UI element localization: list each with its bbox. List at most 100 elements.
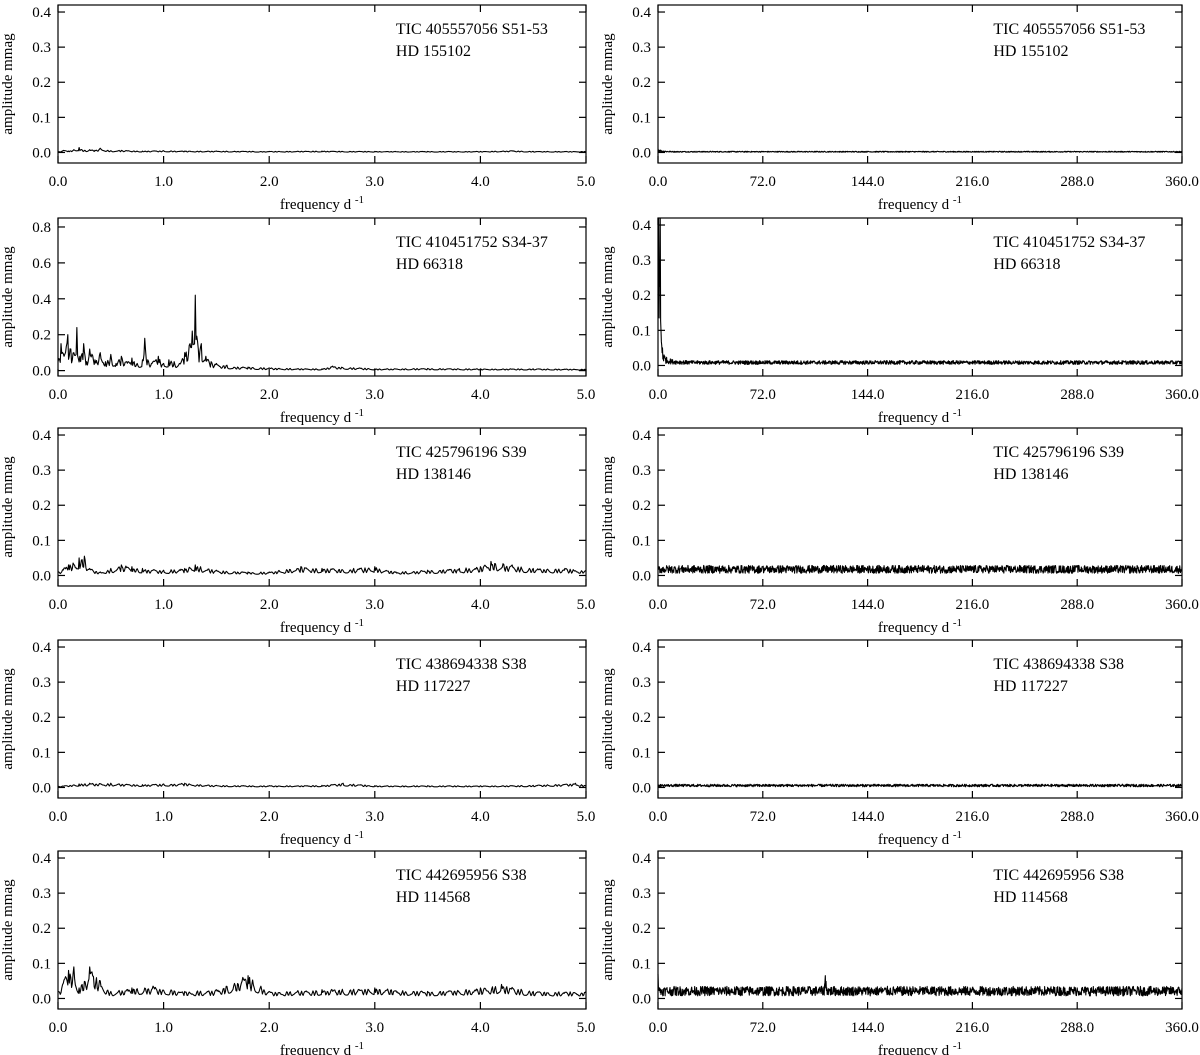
x-tick-label: 288.0 [1060,387,1094,403]
plot-frame [57,217,587,377]
x-tick-label: 0.0 [49,809,68,825]
plot-frame [57,427,587,587]
amplitude-spectrum-line [57,782,587,788]
x-tick-label: 216.0 [956,174,990,190]
x-axis-label: frequency d -1 [280,1040,364,1055]
y-tick-label: 0.0 [32,145,51,161]
x-tick-label: 72.0 [750,1020,776,1036]
y-tick-label: 0.6 [32,256,51,272]
x-tick-label: 216.0 [956,809,990,825]
x-axis-label-text: frequency d [280,832,355,848]
y-tick-label: 0.1 [632,956,651,972]
plot-frame [57,639,587,799]
x-tick-label: 0.0 [49,597,68,613]
plot-frame [657,427,1183,587]
amplitude-spectrum-line [57,966,587,997]
plot-frame [657,850,1183,1010]
plot-frame [57,4,587,164]
y-tick-label: 0.0 [32,991,51,1007]
chart-panel-6: 0.0 72.0 144.0 216.0 288.0 360.0 0.0 0.1 0.2 0.3 0… [600,427,1199,636]
x-tick-label: 360.0 [1165,809,1199,825]
x-axis-label: frequency d -1 [280,194,364,213]
x-tick-label: 216.0 [956,597,990,613]
x-tick-label: 0.0 [649,387,668,403]
x-tick-label: 144.0 [851,174,885,190]
x-tick-label: 216.0 [956,1020,990,1036]
y-tick-label: 0.3 [632,253,651,269]
x-axis-label-text: frequency d [878,620,953,636]
x-axis-label-text: frequency d [878,1043,953,1055]
x-tick-label: 1.0 [154,809,173,825]
amplitude-spectrum-line [57,555,587,575]
x-axis-label-text: frequency d [280,197,355,213]
y-tick-label: 0.1 [32,956,51,972]
star-annotation-line-1: TIC 410451752 S34-37 [396,234,548,251]
star-annotation-line-2: HD 66318 [993,256,1060,273]
y-axis-label: amplitude mmag [0,246,16,348]
y-tick-label: 0.3 [32,886,51,902]
y-axis-label: amplitude mmag [600,33,616,135]
x-tick-label: 0.0 [49,1020,68,1036]
x-tick-label: 5.0 [577,1020,596,1036]
star-annotation-line-1: TIC 438694338 S38 [993,656,1124,673]
star-annotation-line-2: HD 138146 [993,466,1068,483]
amplitude-spectrum-line [57,147,587,153]
star-annotation-line-2: HD 117227 [396,678,471,695]
x-axis-label: frequency d -1 [878,617,962,636]
amplitude-spectrum-line [657,564,1183,574]
x-tick-label: 0.0 [49,174,68,190]
x-tick-label: 72.0 [750,809,776,825]
x-tick-label: 3.0 [365,597,384,613]
amplitude-spectrum-line [657,783,1183,788]
y-tick-label: 0.4 [32,5,51,21]
x-tick-label: 72.0 [750,387,776,403]
y-axis-label: amplitude mmag [0,668,16,770]
chart-panel-4: 0.0 72.0 144.0 216.0 288.0 360.0 0.0 0.1 0.2 0.3 0… [600,217,1199,426]
x-axis-label-superscript: -1 [355,617,364,629]
y-axis-label: amplitude mmag [600,246,616,348]
x-tick-label: 3.0 [365,1020,384,1036]
x-tick-label: 3.0 [365,809,384,825]
x-axis-label-text: frequency d [280,410,355,426]
plot-frame [657,217,1183,377]
y-tick-label: 0.4 [32,292,51,308]
star-annotation-line-1: TIC 410451752 S34-37 [993,234,1145,251]
x-tick-label: 360.0 [1165,1020,1199,1036]
y-tick-label: 0.8 [32,220,51,236]
y-tick-label: 0.2 [632,288,651,304]
x-tick-label: 0.0 [649,597,668,613]
x-tick-label: 72.0 [750,597,776,613]
chart-panel-2: 0.0 72.0 144.0 216.0 288.0 360.0 0.0 0.1 0.2 0.3 0… [600,4,1199,213]
y-tick-label: 0.1 [32,110,51,126]
y-axis-label: amplitude mmag [0,33,16,135]
x-axis-label: frequency d -1 [878,829,962,848]
y-tick-label: 0.4 [632,640,651,656]
x-tick-label: 5.0 [577,387,596,403]
star-annotation-line-2: HD 114568 [396,889,471,906]
x-tick-label: 4.0 [471,174,490,190]
star-annotation-line-1: TIC 405557056 S51-53 [993,21,1145,38]
y-tick-label: 0.0 [632,780,651,796]
x-tick-label: 4.0 [471,387,490,403]
chart-panel-9: 0.0 1.0 2.0 3.0 4.0 5.0 0.0 0.1 0.2 0.3 0.4 frequen… [0,850,596,1055]
star-annotation-line-1: TIC 442695956 S38 [993,867,1124,884]
y-tick-label: 0.0 [32,568,51,584]
x-axis-label-superscript: -1 [355,1040,364,1052]
y-axis-label: amplitude mmag [0,456,16,558]
chart-panel-7: 0.0 1.0 2.0 3.0 4.0 5.0 0.0 0.1 0.2 0.3 0.4 frequen… [0,639,595,848]
x-tick-label: 0.0 [649,1020,668,1036]
y-tick-label: 0.2 [32,921,51,937]
y-tick-label: 0.4 [632,5,651,21]
star-annotation-line-2: HD 114568 [993,889,1068,906]
y-tick-label: 0.1 [632,110,651,126]
star-annotation-line-1: TIC 438694338 S38 [396,656,527,673]
y-axis-label: amplitude mmag [600,456,616,558]
y-tick-label: 0.3 [32,463,51,479]
x-tick-label: 144.0 [851,387,885,403]
x-axis-label-superscript: -1 [953,194,962,206]
star-annotation-line-1: TIC 405557056 S51-53 [396,21,548,38]
chart-panel-3: 0.0 1.0 2.0 3.0 4.0 5.0 0.0 0.2 0.4 0.6 0.8 frequen… [0,217,596,426]
y-tick-label: 0.4 [32,851,51,867]
x-tick-label: 144.0 [851,597,885,613]
